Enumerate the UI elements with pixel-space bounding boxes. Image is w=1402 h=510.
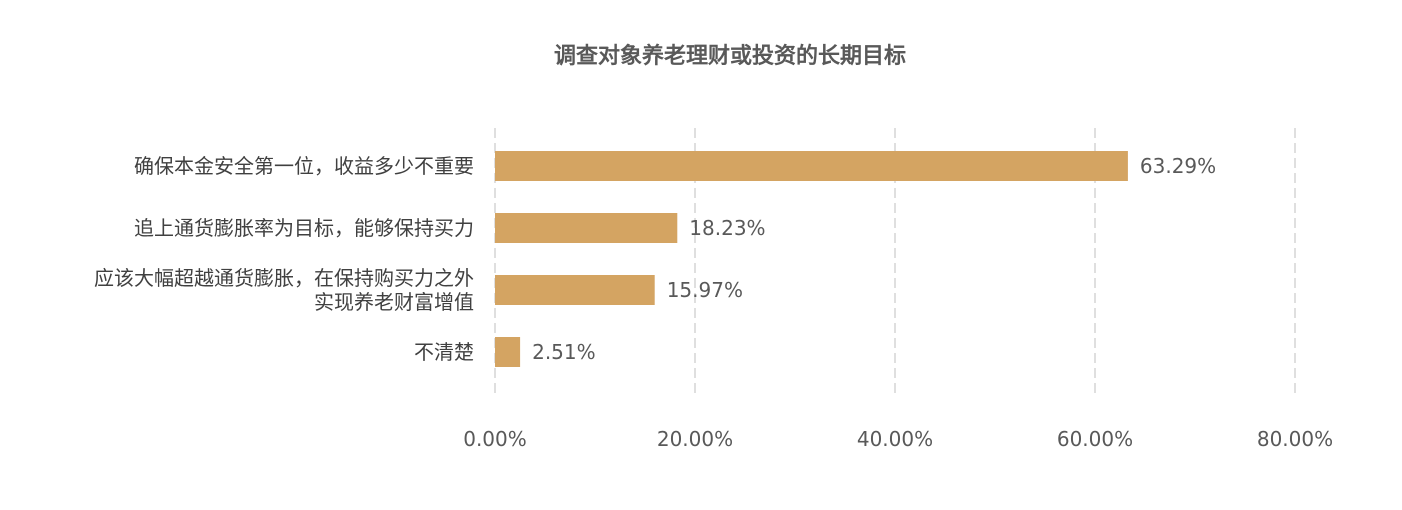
- chart-title: 调查对象养老理财或投资的长期目标: [554, 43, 906, 69]
- x-tick-label: 0.00%: [463, 427, 527, 451]
- bar: [495, 337, 521, 367]
- x-tick-label: 20.00%: [657, 427, 733, 451]
- bars: [495, 151, 1128, 367]
- category-label: 确保本金安全第一位，收益多少不重要: [134, 154, 474, 178]
- category-label: 追上通货膨胀率为目标，能够保持买力: [134, 216, 474, 240]
- data-labels: 63.29% 18.23% 15.97% 2.51%: [532, 154, 1216, 364]
- category-label: 实现养老财富增值: [314, 290, 474, 314]
- x-tick-label: 60.00%: [1057, 427, 1133, 451]
- data-label: 63.29%: [1140, 154, 1216, 178]
- x-tick-label: 80.00%: [1257, 427, 1333, 451]
- category-labels: 确保本金安全第一位，收益多少不重要追上通货膨胀率为目标，能够保持买力应该大幅超越…: [94, 154, 474, 364]
- data-label: 18.23%: [689, 216, 765, 240]
- bar: [495, 151, 1128, 181]
- x-tick-label: 40.00%: [857, 427, 933, 451]
- category-label: 应该大幅超越通货膨胀，在保持购买力之外: [94, 266, 474, 290]
- category-label: 不清楚: [414, 340, 474, 364]
- x-axis-tick-labels: 0.00% 20.00% 40.00% 60.00% 80.00%: [463, 427, 1333, 451]
- bar: [495, 213, 678, 243]
- data-label: 2.51%: [532, 340, 596, 364]
- data-label: 15.97%: [667, 278, 743, 302]
- bar: [495, 275, 655, 305]
